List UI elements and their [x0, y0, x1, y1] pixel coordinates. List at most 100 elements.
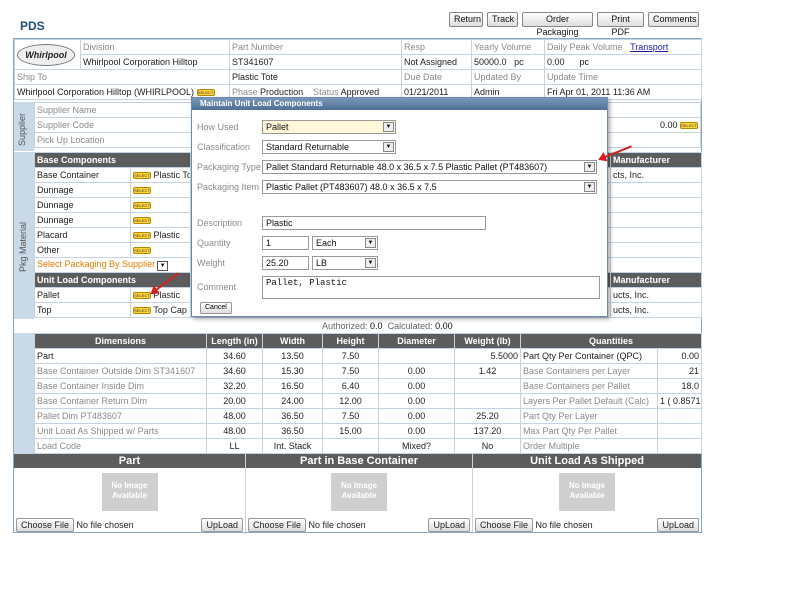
dimension-value: 0.00: [378, 393, 455, 409]
quantity-input[interactable]: 1: [262, 236, 309, 250]
quantity-unit-select[interactable]: Each ▼: [312, 236, 378, 250]
packaging-item-select[interactable]: Plastic Pallet (PT483607) 48.0 x 36.5 x …: [262, 180, 597, 194]
no-image-placeholder: No Image Available: [101, 473, 158, 511]
update-time-label: Update Time: [544, 69, 702, 85]
chevron-down-icon: ▼: [383, 122, 394, 132]
due-date-label: Due Date: [401, 69, 472, 85]
select-packaging-dropdown[interactable]: Select Packaging By Supplier: [37, 259, 156, 269]
dimension-value: 25.20: [454, 408, 521, 424]
dimension-value: 34.60: [206, 348, 263, 364]
supplier-select-button[interactable]: SELECT: [680, 122, 698, 130]
return-button[interactable]: Return: [449, 12, 483, 27]
dimension-value: [454, 378, 521, 394]
division-value: Whirlpool Corporation Hilltop: [80, 54, 230, 70]
chevron-down-icon[interactable]: ▼: [157, 261, 169, 271]
dimension-value: [656, 438, 703, 454]
comment-textarea[interactable]: Pallet, Plastic: [262, 276, 600, 299]
division-label: Division: [80, 39, 230, 55]
dimensions-row: Base Container Outside Dim ST341607 34.60…: [34, 363, 703, 379]
app-title: PDS: [20, 19, 45, 33]
image-part-in-base-container: Part in Base Container No Image Availabl…: [246, 454, 473, 534]
choose-file-button[interactable]: Choose File: [475, 518, 534, 532]
no-file-text: No file chosen: [535, 520, 593, 530]
weight-unit-select[interactable]: LB ▼: [312, 256, 378, 270]
manufacturer-header-2: Manufacturer: [610, 272, 703, 288]
select-button[interactable]: SELECT: [133, 217, 151, 225]
upload-button[interactable]: UpLoad: [428, 518, 470, 532]
dimension-value: [322, 438, 379, 454]
supplier-name-label: Supplier Name: [34, 102, 195, 118]
phase-value: Production: [260, 87, 304, 97]
dimension-value: 13.50: [262, 348, 323, 364]
upload-button[interactable]: UpLoad: [657, 518, 699, 532]
select-button[interactable]: SELECT: [133, 232, 151, 240]
dimension-value: 137.20: [454, 423, 521, 439]
dialog-title: Maintain Unit Load Components: [192, 98, 607, 110]
chevron-down-icon: ▼: [365, 238, 376, 248]
yearly-volume-value: 50000.0: [474, 57, 507, 67]
dimension-label: Load Code: [34, 438, 207, 454]
dimension-value: 7.50: [322, 408, 379, 424]
dimensions-header-row: Dimensions Length (in) Width Height Diameter…: [34, 333, 703, 349]
cancel-button[interactable]: Cancel: [200, 302, 232, 314]
resp-value: Not Assigned: [401, 54, 472, 70]
packaging-type-select[interactable]: Pallet Standard Returnable 48.0 x 36.5 x…: [262, 160, 597, 174]
dimension-value: Mixed?: [378, 438, 455, 454]
choose-file-button[interactable]: Choose File: [248, 518, 307, 532]
logo-cell: Whirlpool: [14, 39, 81, 70]
track-button[interactable]: Track: [487, 12, 518, 27]
supplier-cost: 0.00: [659, 120, 678, 130]
description-input[interactable]: Plastic: [262, 216, 486, 230]
dimension-value: 36.50: [262, 423, 323, 439]
dimension-label: Base Container Outside Dim ST341607: [34, 363, 207, 379]
select-button[interactable]: SELECT: [133, 202, 151, 210]
dimension-value: [656, 423, 703, 439]
top-select-button[interactable]: SELECT: [133, 307, 151, 315]
classification-label: Classification: [197, 142, 251, 152]
dimension-value: Int. Stack: [262, 438, 323, 454]
chevron-down-icon: ▼: [383, 142, 394, 152]
upload-button[interactable]: UpLoad: [201, 518, 243, 532]
ship-to-select-button[interactable]: SELECT: [196, 89, 215, 97]
dimension-value: 0.00: [656, 348, 703, 364]
pkg-material-side-label: Pkg Material: [14, 152, 34, 319]
dimension-value: 48.00: [206, 408, 263, 424]
dimension-value: 48.00: [206, 423, 263, 439]
order-packaging-button[interactable]: Order Packaging: [522, 12, 593, 37]
classification-select[interactable]: Standard Returnable ▼: [262, 140, 396, 154]
dimension-value: 12.00: [322, 393, 379, 409]
status-label: Status: [313, 87, 339, 97]
ship-to-label: Ship To: [14, 69, 230, 85]
chevron-down-icon: ▼: [584, 162, 595, 172]
dimensions-row: Base Container Inside Dim 32.20 16.50 6.40 0…: [34, 378, 703, 394]
dimensions-row: Pallet Dim PT483607 48.00 36.50 7.50 0.00 25.…: [34, 408, 703, 424]
comments-button[interactable]: Comments: [648, 12, 699, 27]
updated-by-label: Updated By: [471, 69, 545, 85]
no-image-placeholder: No Image Available: [559, 473, 615, 511]
pickup-location-label: Pick Up Location: [34, 132, 195, 148]
dimension-value: [656, 408, 703, 424]
maintain-unit-load-dialog: Maintain Unit Load Components How Used P…: [191, 97, 608, 317]
transport-link[interactable]: Transport: [630, 42, 669, 52]
dimension-label: Part: [34, 348, 207, 364]
dimension-value: 36.50: [262, 408, 323, 424]
update-time-value: Fri Apr 01, 2011 11:36 AM: [544, 84, 702, 100]
images-section: Part No Image Available Choose File No f…: [14, 454, 701, 534]
resp-label: Resp: [401, 39, 472, 55]
dimension-value: LL: [206, 438, 263, 454]
select-button[interactable]: SELECT: [133, 247, 151, 255]
print-pdf-button[interactable]: Print PDF: [597, 12, 644, 37]
select-button[interactable]: SELECT: [133, 172, 151, 180]
dimension-label: Pallet Dim PT483607: [34, 408, 207, 424]
how-used-select[interactable]: Pallet ▼: [262, 120, 396, 134]
select-button[interactable]: SELECT: [133, 187, 151, 195]
weight-input[interactable]: 25.20: [262, 256, 309, 270]
choose-file-button[interactable]: Choose File: [16, 518, 75, 532]
base-components-header: Base Components: [33, 152, 192, 168]
description-label: Description: [197, 218, 243, 228]
dimension-value: 15.00: [322, 423, 379, 439]
yearly-volume-label: Yearly Volume: [471, 39, 545, 55]
pallet-select-button[interactable]: SELECT: [133, 292, 151, 300]
quantity-label: Base Containers per Layer: [520, 363, 658, 379]
quantity-label: Max Part Qty Per Pallet: [520, 423, 658, 439]
